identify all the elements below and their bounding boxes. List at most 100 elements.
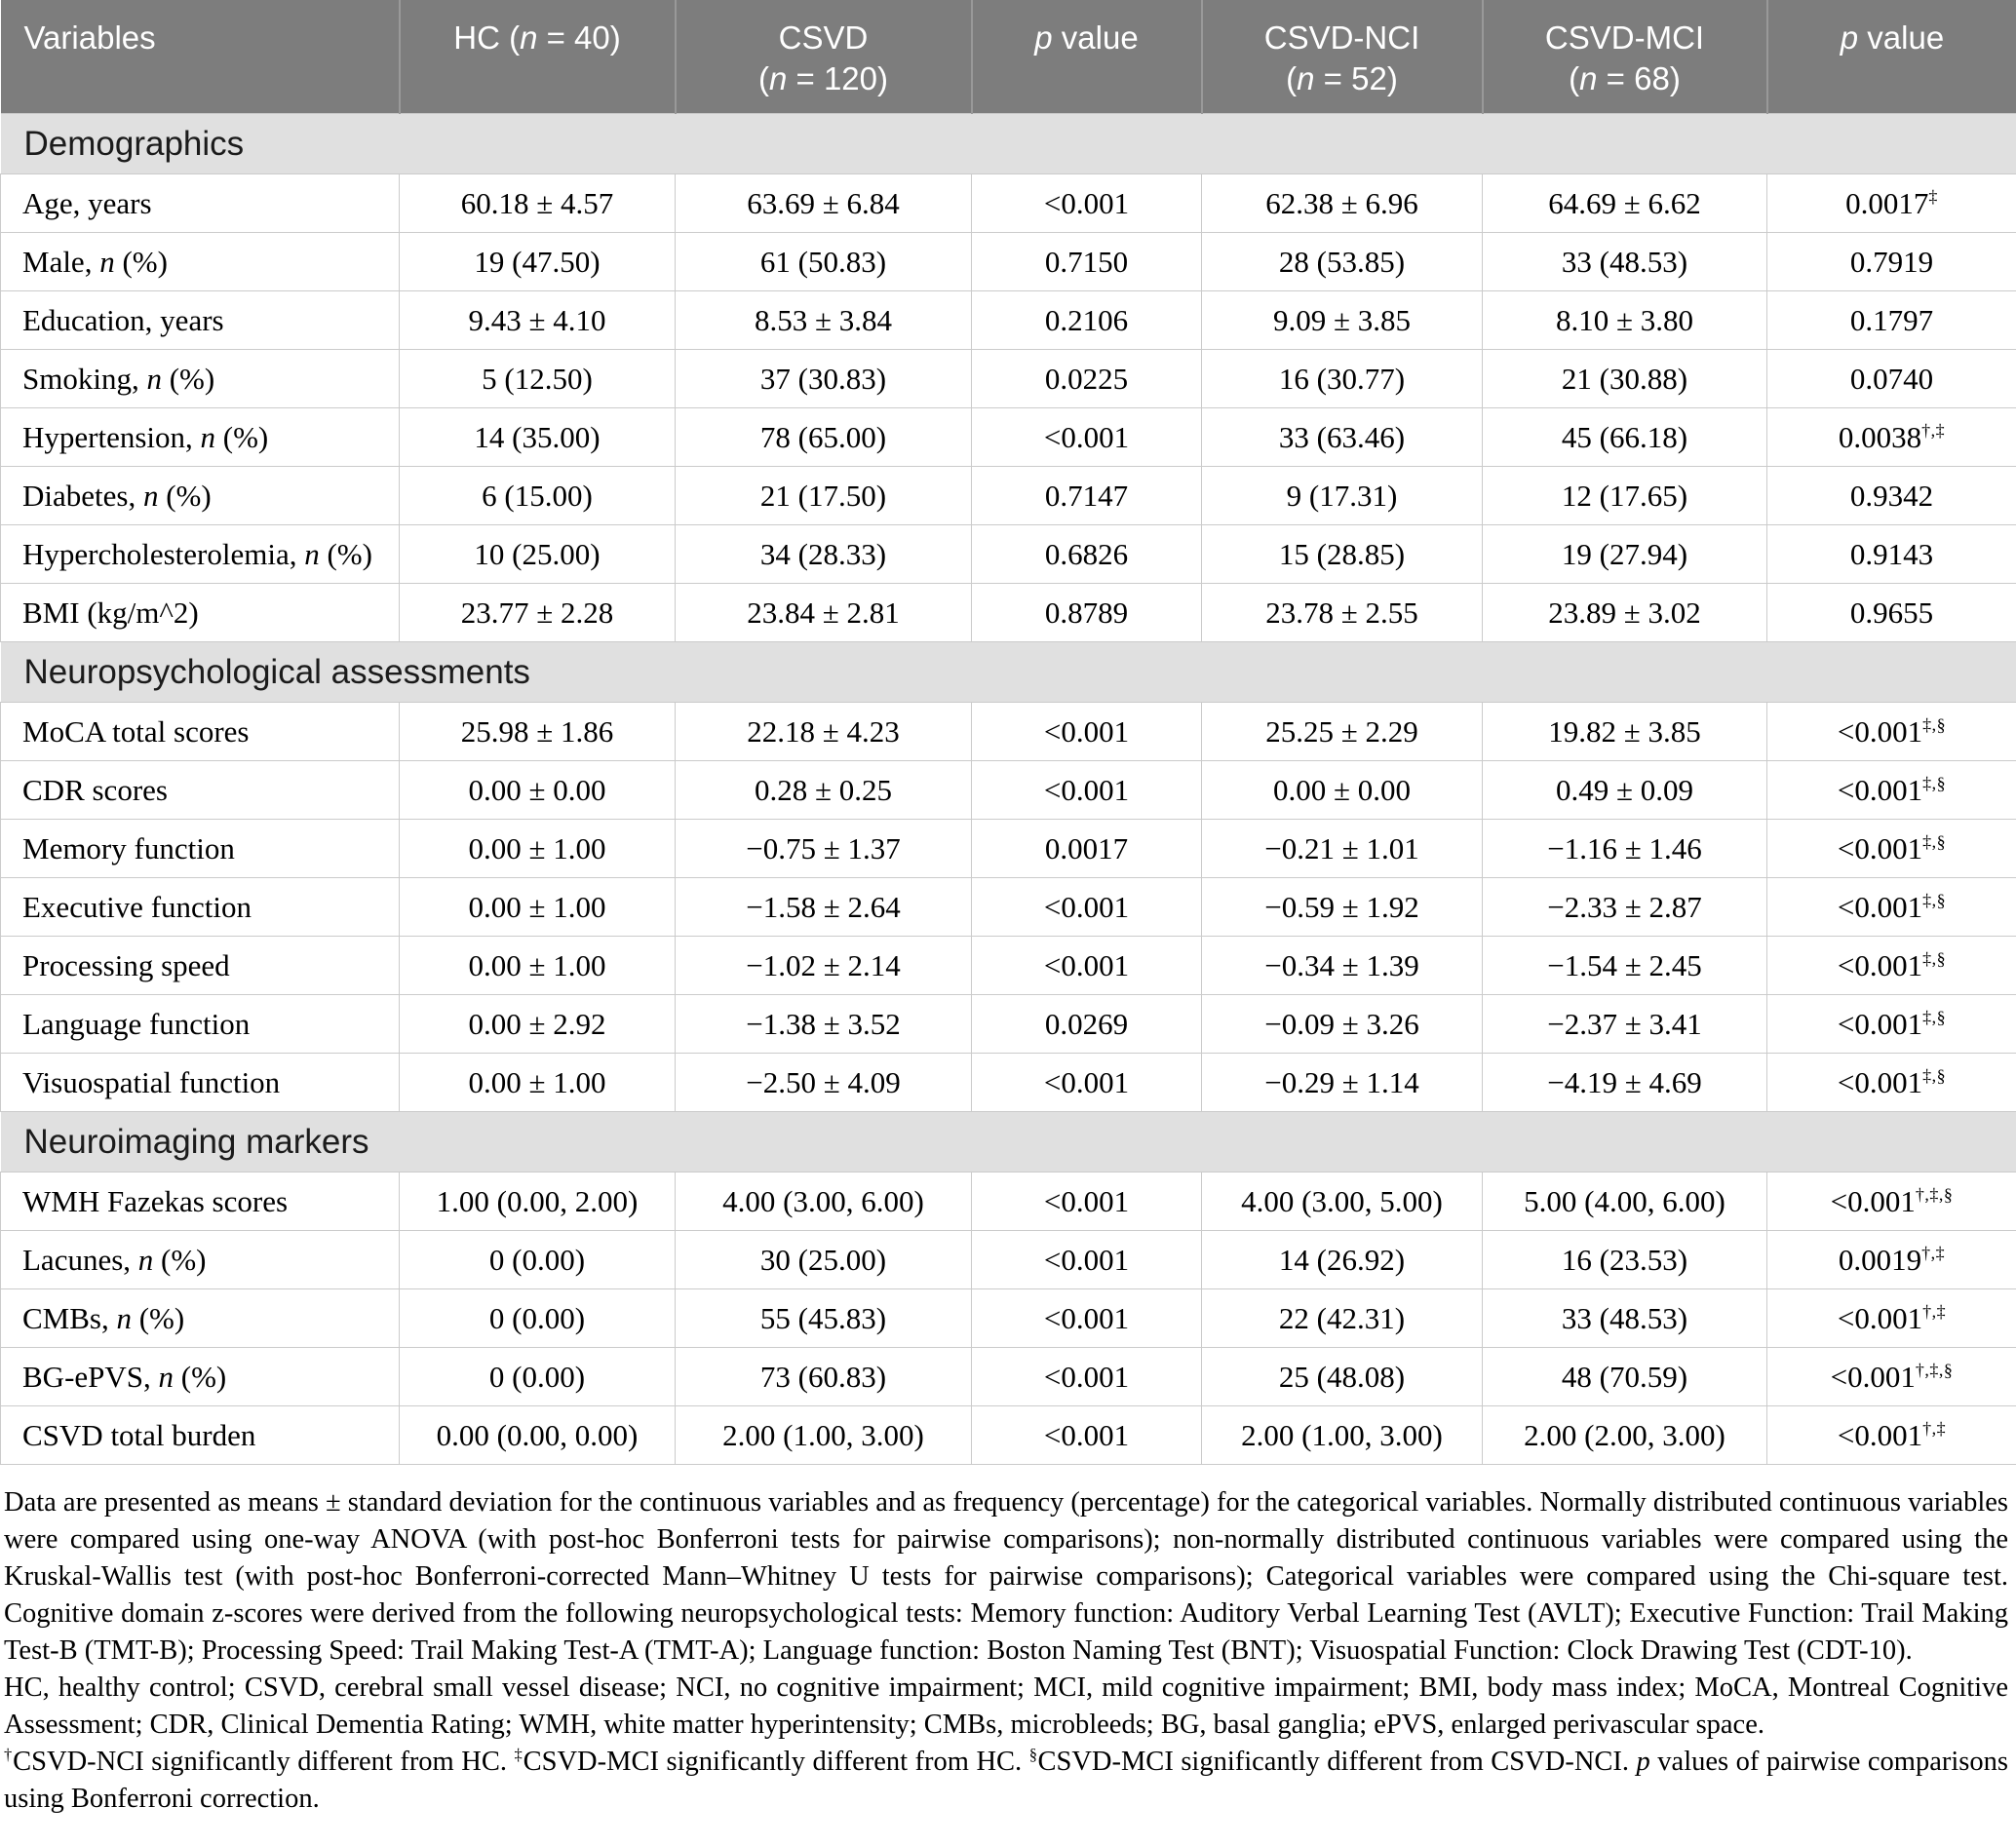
table-row: Language function 0.00 ± 2.92 −1.38 ± 3.… [0,994,2016,1055]
cell-csvd-value: 21 (17.50) [675,466,972,526]
table-row: Lacunes, n (%) 0 (0.00) 30 (25.00) <0.00… [0,1230,2016,1290]
cell-csvd-mci-value: −1.16 ± 1.46 [1482,819,1767,879]
cell-p-value-2: <0.001‡,§ [1766,819,2016,879]
cell-p-value-2: 0.1797 [1766,290,2016,351]
cell-p-value-2: <0.001†,‡ [1766,1288,2016,1349]
row-label: MoCA total scores [0,702,400,762]
cell-csvd-value: −2.50 ± 4.09 [675,1053,972,1113]
table-row: Processing speed 0.00 ± 1.00 −1.02 ± 2.1… [0,936,2016,996]
row-label: Diabetes, n (%) [0,466,400,526]
row-label: CMBs, n (%) [0,1288,400,1349]
cell-p-value-2: <0.001†,‡,§ [1766,1347,2016,1407]
table-row: Visuospatial function 0.00 ± 1.00 −2.50 … [0,1053,2016,1113]
cell-hc-value: 25.98 ± 1.86 [399,702,676,762]
row-label: Smoking, n (%) [0,349,400,409]
cell-p-value-1: <0.001 [971,1230,1202,1290]
section-row-neuropsychological: Neuropsychological assessments [0,641,2016,704]
cell-csvd-nci-value: 28 (53.85) [1201,232,1483,292]
cell-p-value-1: 0.0017 [971,819,1202,879]
column-header-csvd: CSVD (n = 120) [674,0,972,114]
cell-csvd-mci-value: 48 (70.59) [1482,1347,1767,1407]
cell-p-value-1: <0.001 [971,936,1202,996]
row-label: Education, years [0,290,400,351]
cell-hc-value: 0 (0.00) [399,1288,676,1349]
cell-csvd-nci-value: 62.38 ± 6.96 [1201,173,1483,234]
cell-hc-value: 0.00 ± 1.00 [399,877,676,938]
column-header-p-value-2: p value [1765,0,2016,114]
cell-hc-value: 0.00 (0.00, 0.00) [399,1405,676,1466]
cell-hc-value: 9.43 ± 4.10 [399,290,676,351]
row-label: Visuospatial function [0,1053,400,1113]
cell-csvd-value: 73 (60.83) [675,1347,972,1407]
cell-csvd-nci-value: 4.00 (3.00, 5.00) [1201,1172,1483,1232]
cell-p-value-1: 0.7147 [971,466,1202,526]
cell-p-value-1: <0.001 [971,760,1202,821]
table-row: Education, years 9.43 ± 4.10 8.53 ± 3.84… [0,290,2016,351]
row-label: BMI (kg/m^2) [0,583,400,643]
header-row: Variables HC (n = 40) CSVD (n = 120) p va… [0,0,2016,114]
cell-hc-value: 23.77 ± 2.28 [399,583,676,643]
cell-csvd-nci-value: 15 (28.85) [1201,524,1483,585]
cell-csvd-mci-value: 16 (23.53) [1482,1230,1767,1290]
row-label: CDR scores [0,760,400,821]
cell-p-value-2: 0.0019†,‡ [1766,1230,2016,1290]
row-label: Lacunes, n (%) [0,1230,400,1290]
cell-csvd-value: 2.00 (1.00, 3.00) [675,1405,972,1466]
cell-csvd-mci-value: 33 (48.53) [1482,1288,1767,1349]
cell-p-value-2: 0.7919 [1766,232,2016,292]
cell-csvd-nci-value: 14 (26.92) [1201,1230,1483,1290]
table-row: BG-ePVS, n (%) 0 (0.00) 73 (60.83) <0.00… [0,1347,2016,1407]
cell-hc-value: 6 (15.00) [399,466,676,526]
section-row-neuroimaging: Neuroimaging markers [0,1111,2016,1173]
row-label: WMH Fazekas scores [0,1172,400,1232]
table-row: WMH Fazekas scores 1.00 (0.00, 2.00) 4.0… [0,1172,2016,1232]
cell-p-value-2: 0.9655 [1766,583,2016,643]
cell-csvd-value: −1.02 ± 2.14 [675,936,972,996]
cell-p-value-1: 0.0269 [971,994,1202,1055]
cell-hc-value: 10 (25.00) [399,524,676,585]
cell-hc-value: 1.00 (0.00, 2.00) [399,1172,676,1232]
cell-p-value-1: 0.2106 [971,290,1202,351]
cell-hc-value: 0.00 ± 0.00 [399,760,676,821]
cell-csvd-mci-value: 21 (30.88) [1482,349,1767,409]
table-row: Executive function 0.00 ± 1.00 −1.58 ± 2… [0,877,2016,938]
cell-csvd-value: −1.38 ± 3.52 [675,994,972,1055]
cell-p-value-2: <0.001†,‡ [1766,1405,2016,1466]
cell-hc-value: 60.18 ± 4.57 [399,173,676,234]
cell-csvd-nci-value: −0.09 ± 3.26 [1201,994,1483,1055]
cell-csvd-mci-value: −1.54 ± 2.45 [1482,936,1767,996]
row-label: BG-ePVS, n (%) [0,1347,400,1407]
cell-csvd-value: 4.00 (3.00, 6.00) [675,1172,972,1232]
section-title: Neuropsychological assessments [0,641,2016,704]
section-title: Demographics [0,113,2016,175]
column-header-p-value-1: p value [970,0,1202,114]
column-header-csvd-nci: CSVD-NCI (n = 52) [1200,0,1483,114]
cell-csvd-nci-value: 2.00 (1.00, 3.00) [1201,1405,1483,1466]
row-label: Language function [0,994,400,1055]
cell-hc-value: 0.00 ± 2.92 [399,994,676,1055]
section-title: Neuroimaging markers [0,1111,2016,1173]
cell-csvd-nci-value: 25 (48.08) [1201,1347,1483,1407]
cell-csvd-mci-value: 0.49 ± 0.09 [1482,760,1767,821]
table-row: Smoking, n (%) 5 (12.50) 37 (30.83) 0.02… [0,349,2016,409]
cell-csvd-value: 0.28 ± 0.25 [675,760,972,821]
row-label: Memory function [0,819,400,879]
cell-csvd-mci-value: −2.33 ± 2.87 [1482,877,1767,938]
cell-csvd-value: 22.18 ± 4.23 [675,702,972,762]
cell-csvd-mci-value: 12 (17.65) [1482,466,1767,526]
cell-csvd-mci-value: 2.00 (2.00, 3.00) [1482,1405,1767,1466]
footnote-significance-symbols: †CSVD-NCI significantly different from H… [4,1745,2008,1815]
footnote-methods: Data are presented as means ± standard d… [4,1487,2008,1667]
cell-p-value-1: 0.6826 [971,524,1202,585]
table-row: Hypercholesterolemia, n (%) 10 (25.00) 3… [0,524,2016,585]
cell-csvd-value: 30 (25.00) [675,1230,972,1290]
cell-p-value-2: 0.0017‡ [1766,173,2016,234]
row-label: Hypercholesterolemia, n (%) [0,524,400,585]
cell-p-value-1: 0.8789 [971,583,1202,643]
cell-hc-value: 0.00 ± 1.00 [399,936,676,996]
cell-hc-value: 14 (35.00) [399,407,676,468]
cell-p-value-1: <0.001 [971,1288,1202,1349]
cell-hc-value: 0 (0.00) [399,1230,676,1290]
cell-p-value-2: <0.001‡,§ [1766,936,2016,996]
cell-hc-value: 0 (0.00) [399,1347,676,1407]
